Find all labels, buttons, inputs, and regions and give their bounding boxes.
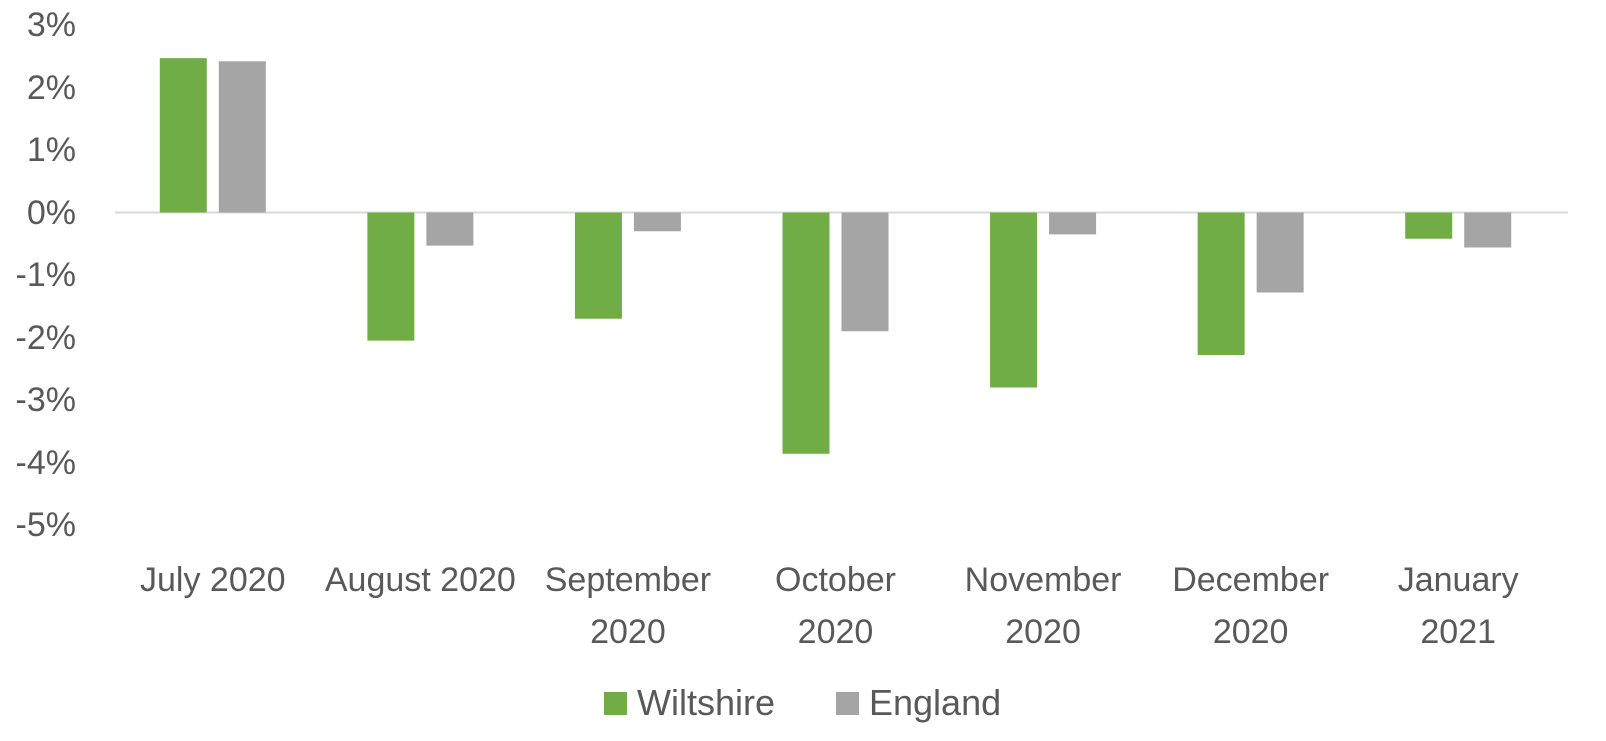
x-tick-label: August 2020	[324, 561, 516, 599]
x-tick-label: November 2020	[964, 561, 1122, 651]
legend-swatch	[836, 692, 859, 715]
bar	[426, 212, 474, 246]
y-tick-label: -3%	[15, 381, 76, 419]
y-tick-label: -4%	[15, 443, 76, 482]
legend-swatch	[604, 692, 627, 715]
legend-label: Wiltshire	[637, 682, 776, 723]
bar	[218, 61, 266, 213]
legend-label: England	[869, 682, 1002, 723]
y-tick-label: 3%	[26, 6, 76, 44]
bar	[1464, 212, 1512, 248]
bar	[367, 212, 415, 341]
bar	[633, 212, 681, 232]
bar	[1256, 212, 1304, 293]
bar	[782, 212, 830, 454]
y-tick-label: 2%	[26, 68, 76, 107]
y-tick-label: 1%	[26, 131, 76, 169]
y-tick-label: -1%	[15, 256, 76, 294]
bar	[990, 212, 1038, 388]
bar	[1405, 212, 1453, 239]
x-tick-label: July 2020	[140, 561, 286, 599]
x-tick-label: September 2020	[544, 561, 712, 651]
bar	[574, 212, 622, 319]
x-tick-label: October 2020	[775, 561, 896, 651]
bar	[1197, 212, 1245, 355]
x-tick-label: December 2020	[1172, 561, 1330, 651]
bar	[1049, 212, 1097, 235]
y-tick-label: -2%	[15, 318, 76, 357]
x-tick-label: January 2021	[1397, 561, 1519, 651]
y-tick-label: -5%	[15, 506, 76, 544]
bar	[159, 58, 207, 213]
y-tick-label: 0%	[26, 193, 76, 232]
bar	[841, 212, 889, 332]
